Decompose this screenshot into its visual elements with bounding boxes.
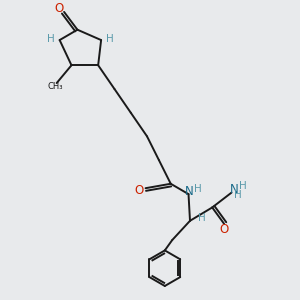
Text: N: N (230, 183, 238, 196)
Text: H: H (106, 34, 113, 44)
Text: O: O (54, 2, 63, 15)
Text: H: H (198, 213, 206, 223)
Text: O: O (134, 184, 144, 197)
Text: H: H (47, 34, 55, 44)
Text: O: O (219, 223, 229, 236)
Text: H: H (234, 190, 242, 200)
Text: CH₃: CH₃ (47, 82, 63, 91)
Text: N: N (185, 185, 194, 198)
Text: H: H (194, 184, 202, 194)
Text: H: H (239, 181, 247, 191)
